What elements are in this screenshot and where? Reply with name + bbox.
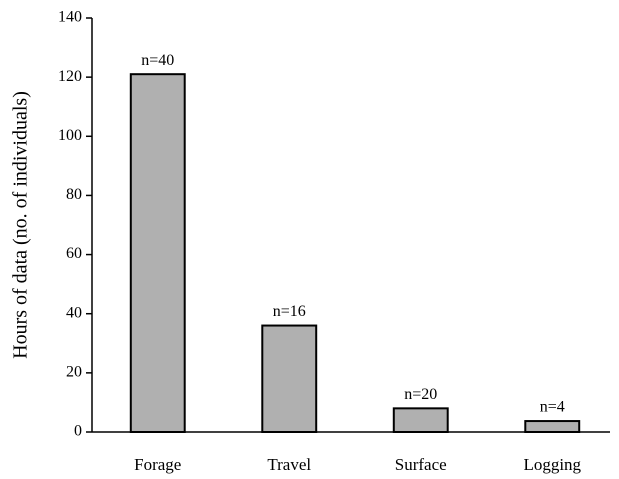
bar-annotation: n=4 [540, 399, 565, 416]
x-tick-label: Surface [395, 455, 447, 474]
y-tick-label: 120 [58, 68, 82, 85]
bar-annotation: n=16 [273, 303, 306, 320]
y-axis-label: Hours of data (no. of individuals) [10, 91, 32, 359]
x-tick-label: Forage [134, 455, 181, 474]
bar-annotation: n=40 [141, 52, 174, 69]
y-tick-label: 40 [66, 304, 82, 321]
y-tick-label: 20 [66, 364, 82, 381]
y-tick-label: 0 [74, 423, 82, 440]
y-tick-label: 140 [58, 9, 82, 26]
bar [524, 420, 581, 433]
bar [129, 73, 186, 434]
bar [261, 324, 318, 433]
y-tick-label: 100 [58, 127, 82, 144]
y-tick-label: 60 [66, 245, 82, 262]
y-tick-label: 80 [66, 186, 82, 203]
bar-annotation: n=20 [404, 386, 437, 403]
x-tick-label: Logging [523, 455, 581, 474]
bar [392, 407, 449, 434]
x-tick-label: Travel [267, 455, 311, 474]
